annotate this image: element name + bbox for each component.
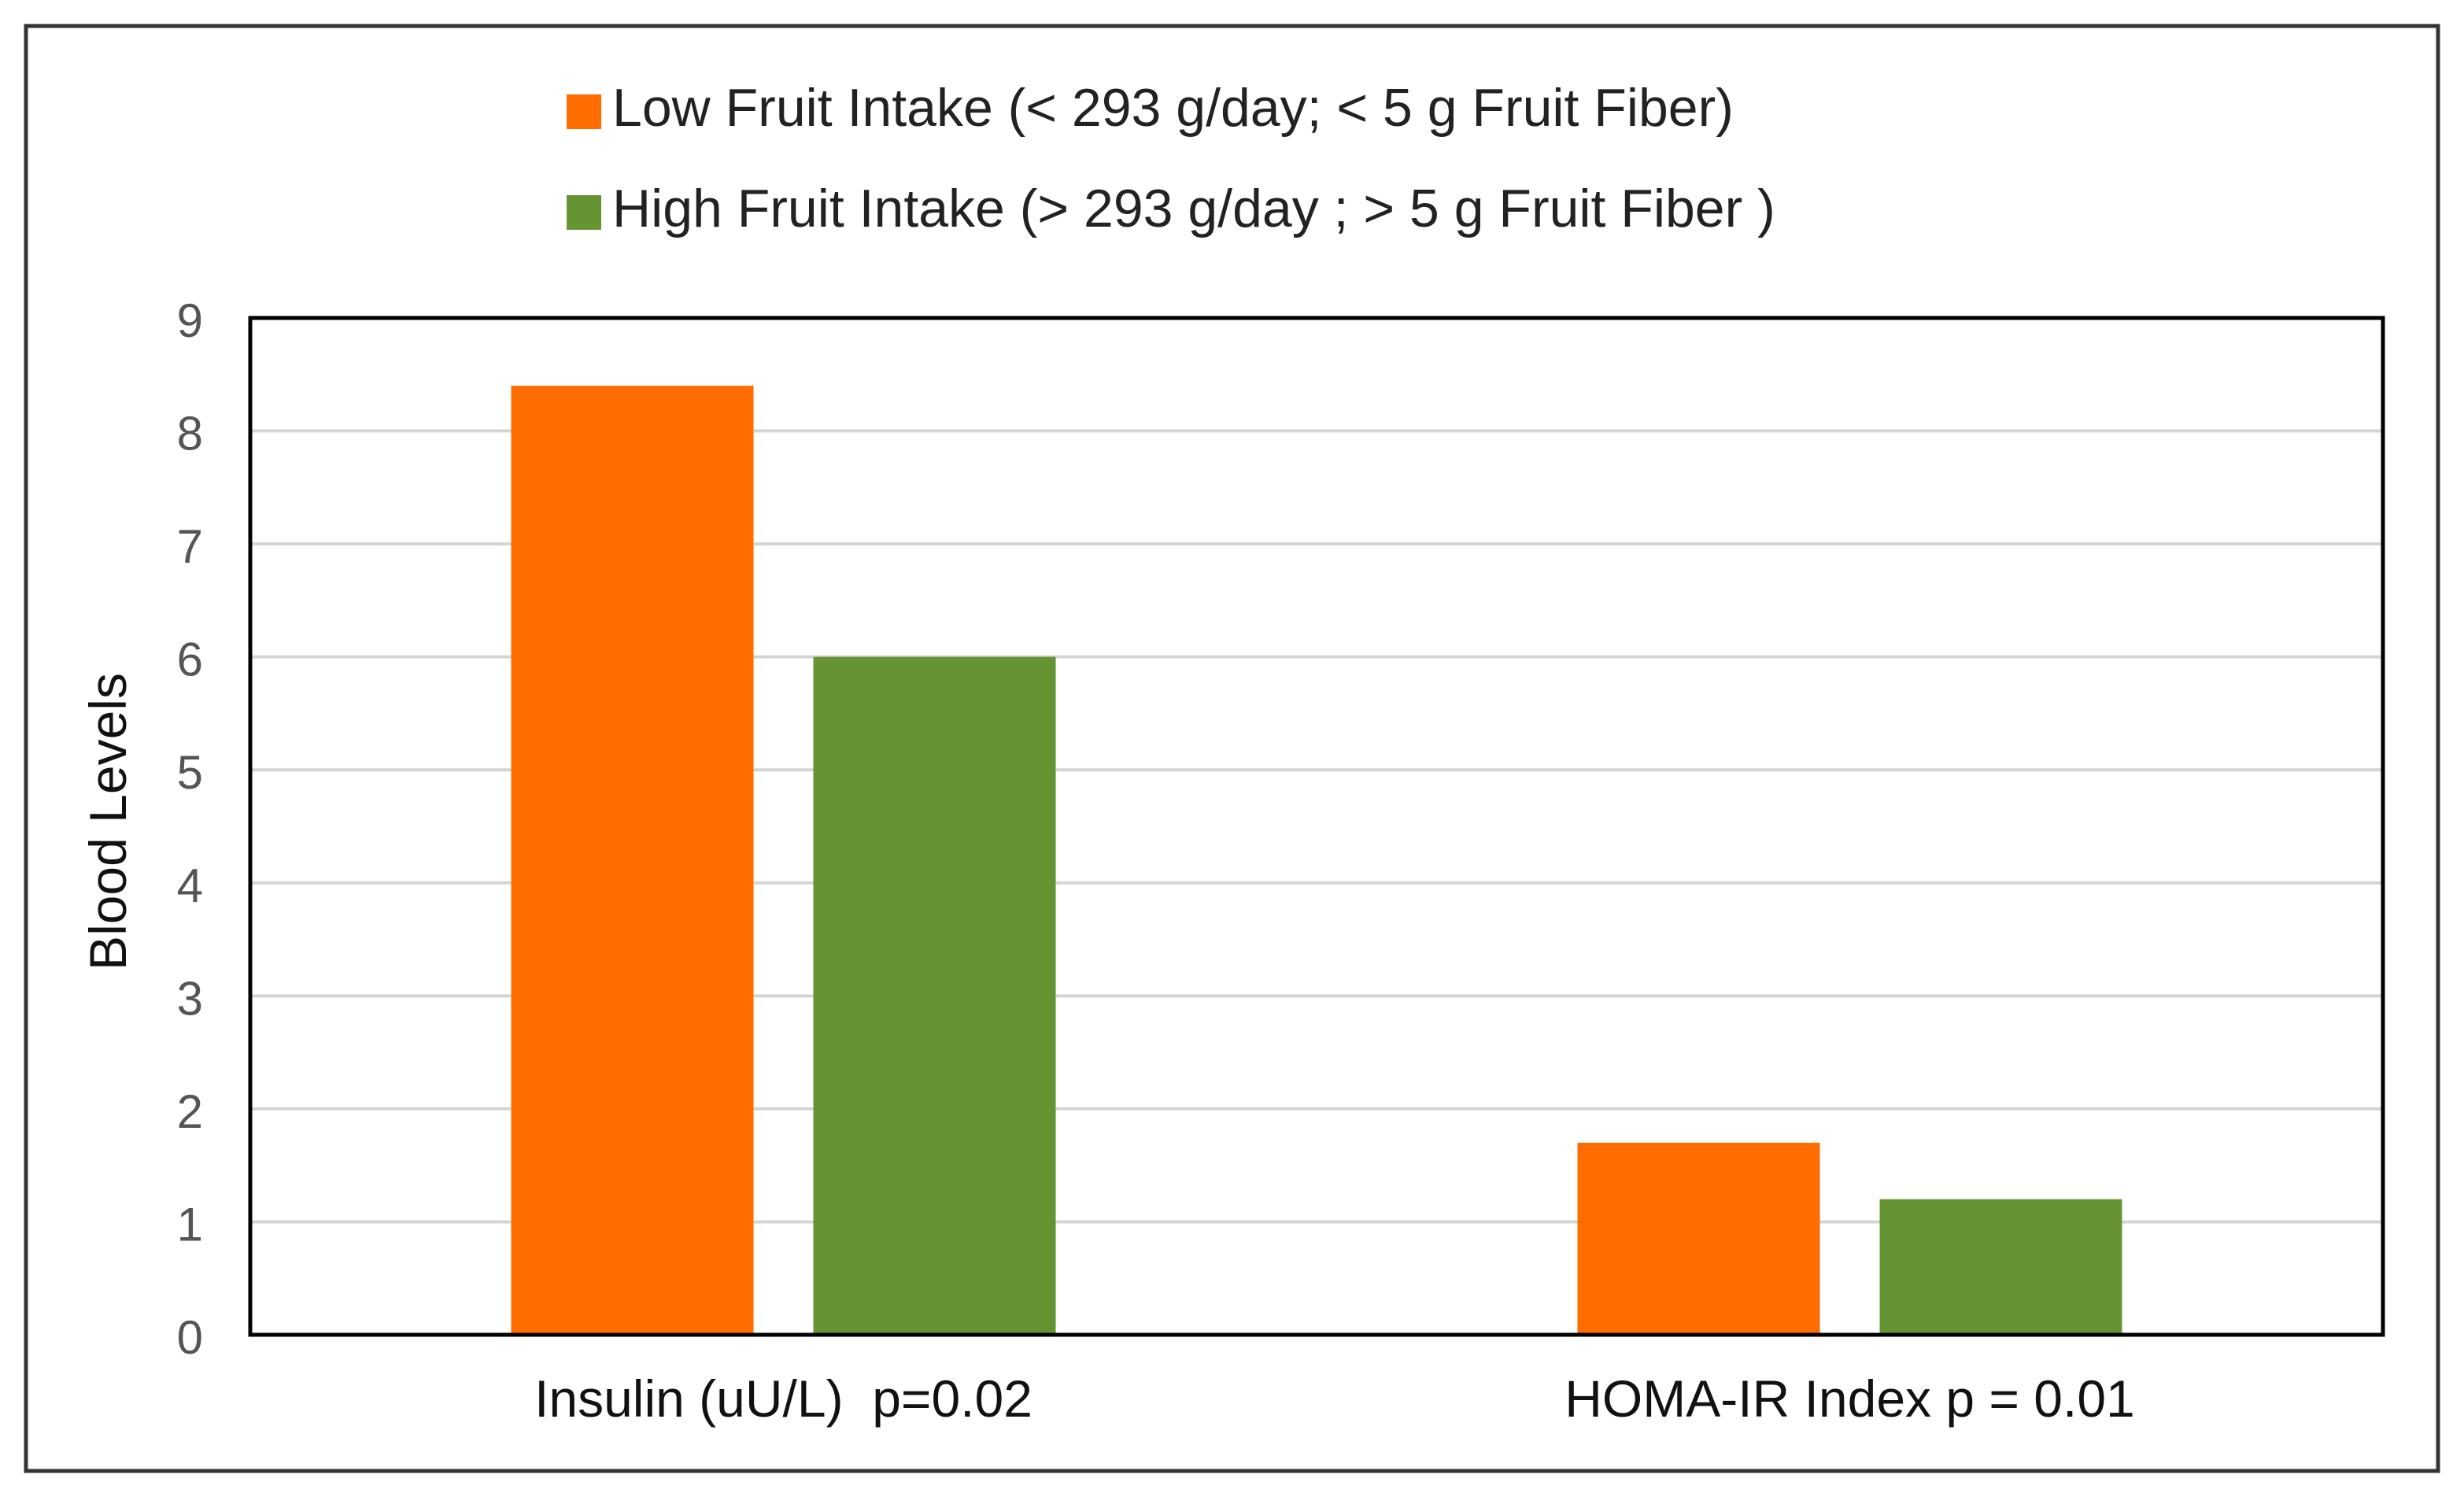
bar-high-1	[1879, 1199, 2122, 1335]
legend-swatch-low	[567, 94, 601, 129]
bar-low-1	[1577, 1142, 1820, 1335]
y-tick-label: 3	[177, 972, 203, 1025]
x-axis-category-labels: Insulin (uU/L) p=0.02 HOMA-IR Index p = 0…	[534, 1369, 2135, 1428]
y-tick-label: 4	[177, 859, 203, 912]
y-axis-label: Blood Levels	[79, 673, 137, 970]
legend: Low Fruit Intake (< 293 g/day; < 5 g Fru…	[567, 78, 1775, 238]
x-category-label: Insulin (uU/L) p=0.02	[534, 1369, 1033, 1428]
y-tick-label: 2	[177, 1085, 203, 1138]
y-tick-label: 6	[177, 634, 203, 686]
legend-label-high: High Fruit Intake (> 293 g/day ; > 5 g F…	[612, 179, 1775, 238]
y-tick-label: 5	[177, 746, 203, 799]
x-category-label: HOMA-IR Index p = 0.01	[1564, 1369, 2135, 1428]
y-axis-ticks: 0 1 2 3 4 5 6 7 8 9	[177, 294, 203, 1364]
plot-area-frame	[248, 316, 2385, 1337]
y-tick-label: 1	[177, 1198, 203, 1251]
y-tick-label: 7	[177, 520, 203, 573]
y-tick-label: 9	[177, 294, 203, 347]
y-tick-label: 8	[177, 408, 203, 460]
bar-low-0	[511, 386, 754, 1336]
legend-swatch-high	[567, 195, 601, 230]
bar-high-0	[813, 656, 1056, 1335]
legend-label-low: Low Fruit Intake (< 293 g/day; < 5 g Fru…	[612, 78, 1734, 138]
bars	[511, 386, 2122, 1336]
y-tick-label: 0	[177, 1311, 203, 1364]
